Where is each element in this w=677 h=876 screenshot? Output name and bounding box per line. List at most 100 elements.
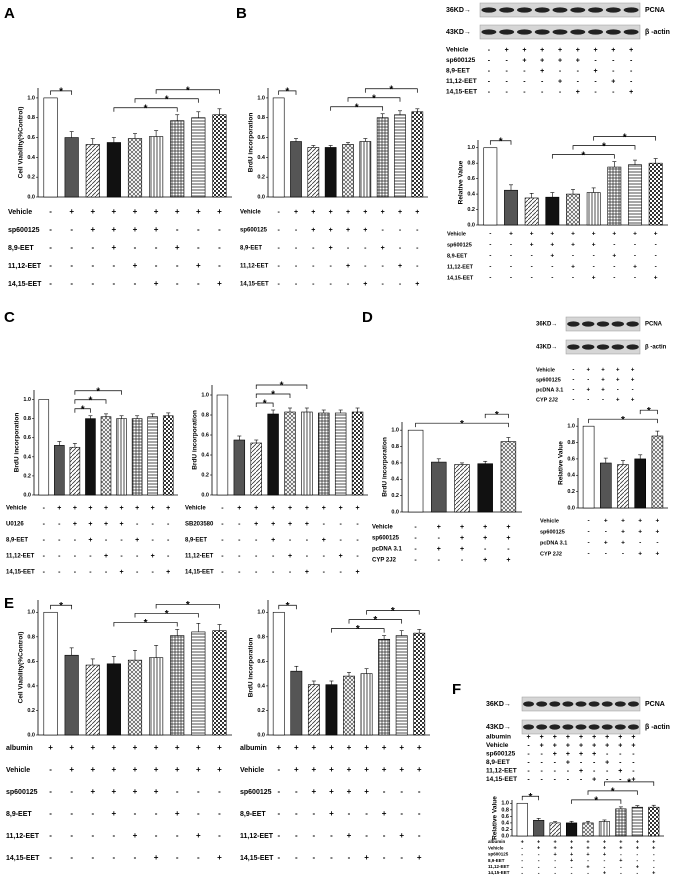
sign: - (571, 864, 573, 870)
bar (411, 111, 424, 198)
sign: + (305, 505, 309, 512)
row-label: Vehicle (8, 209, 32, 216)
sign: - (197, 787, 200, 796)
western-blot: 36KD→ PCNA 43KD→ β -actin Vehicle - + + + + + + + + sp… (446, 2, 670, 96)
sign: + (347, 743, 352, 752)
bar (131, 418, 143, 496)
sign: - (364, 245, 367, 252)
sign: - (218, 787, 221, 796)
sign: + (576, 47, 580, 54)
sign: - (620, 870, 622, 876)
sign: - (70, 853, 73, 862)
sign: + (166, 569, 170, 576)
row-label: Vehicle (240, 767, 264, 774)
sign: + (135, 537, 139, 544)
row-label: 8,9-EET (6, 811, 32, 818)
sign: + (604, 540, 608, 547)
sign: + (603, 870, 606, 876)
sign: - (572, 388, 574, 394)
sign: + (540, 742, 544, 749)
sign: - (277, 765, 280, 774)
blot-band (552, 29, 568, 35)
significance-bracket (155, 604, 220, 609)
sign: + (417, 743, 422, 752)
sign: + (631, 378, 635, 384)
row-label: 11,12-EET (6, 833, 40, 840)
sign: - (49, 787, 52, 796)
sign: - (488, 68, 491, 75)
sign: - (295, 853, 298, 862)
band-size: 36KD→ (536, 322, 557, 328)
significance-bracket (551, 154, 615, 159)
y-tick-label: 0.2 (567, 489, 575, 495)
sign: - (218, 225, 221, 234)
sign: - (587, 870, 589, 876)
sign: - (655, 253, 657, 260)
significance-bracket (50, 604, 73, 610)
sign: + (217, 279, 222, 288)
sign: + (621, 540, 625, 547)
y-tick-label: 1.0 (27, 610, 35, 616)
sign: - (489, 231, 491, 238)
bar (615, 808, 627, 837)
sign: + (154, 853, 159, 862)
y-tick-label: 0.2 (257, 175, 265, 181)
sign: + (506, 535, 510, 542)
row-label: CYP 2J2 (372, 558, 397, 564)
sign: + (346, 209, 350, 216)
significance-label: * (495, 410, 499, 421)
bar (272, 97, 285, 198)
sign: - (551, 264, 553, 271)
significance-label: * (186, 600, 190, 611)
blot-band (575, 724, 587, 730)
sign: - (414, 546, 417, 553)
sign: + (196, 261, 201, 270)
sign: + (271, 537, 275, 544)
blot-band (596, 344, 610, 350)
y-tick-label: 0.0 (257, 194, 265, 200)
blot-band (601, 724, 613, 730)
significance-label: * (528, 792, 532, 803)
y-tick-label: 0.4 (27, 683, 36, 689)
sign: + (571, 242, 575, 249)
y-tick-label: 0.6 (467, 176, 475, 182)
sign: + (312, 743, 317, 752)
row-label: Vehicle (488, 845, 504, 850)
sign: - (151, 537, 154, 544)
sign: - (538, 870, 540, 876)
sign: + (196, 831, 201, 840)
band-size: 36KD→ (446, 7, 471, 14)
sign: + (460, 524, 464, 531)
sign: - (312, 281, 315, 288)
sign: + (483, 535, 487, 542)
sign: - (221, 553, 224, 560)
sign: + (175, 809, 180, 818)
sign: - (176, 225, 179, 234)
sign: + (506, 557, 510, 564)
y-tick-label: 0.6 (23, 435, 31, 441)
sign: + (579, 768, 583, 775)
blot-band (536, 701, 548, 707)
sign: + (356, 569, 360, 576)
y-tick-label: 0.8 (467, 161, 475, 167)
blot-band (627, 701, 639, 707)
bar (233, 439, 246, 496)
blot-band (481, 29, 497, 35)
sign: + (415, 209, 419, 216)
sign: - (89, 569, 92, 576)
bar (272, 611, 285, 736)
sign: + (73, 505, 77, 512)
sign: + (506, 524, 510, 531)
significance-label: * (186, 85, 190, 96)
sign: + (605, 742, 609, 749)
sign: - (289, 569, 292, 576)
bar (38, 399, 50, 496)
sign: - (295, 263, 298, 270)
sign: + (175, 743, 180, 752)
sign: + (558, 57, 562, 64)
bar (342, 144, 354, 198)
sign: + (586, 864, 589, 870)
sign: - (218, 831, 221, 840)
sign: + (437, 546, 441, 553)
